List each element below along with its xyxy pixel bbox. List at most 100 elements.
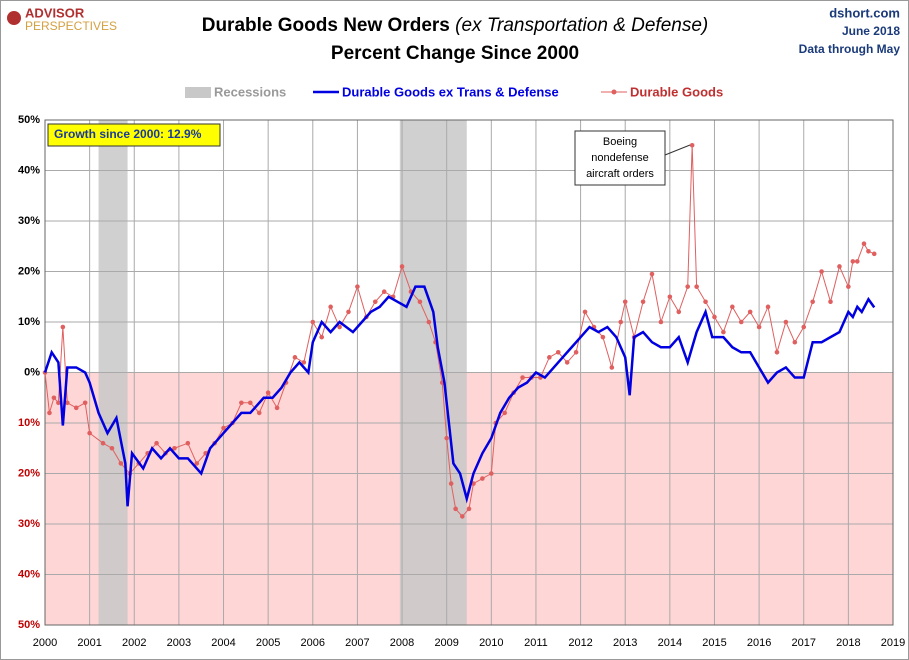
legend-label: Durable Goods ex Trans & Defense <box>342 84 559 99</box>
point <box>466 506 472 512</box>
point <box>555 350 561 355</box>
point <box>756 324 762 330</box>
point <box>649 271 655 277</box>
point <box>256 410 262 416</box>
point <box>87 430 92 436</box>
point <box>172 445 177 451</box>
point <box>109 445 115 451</box>
point <box>609 365 615 370</box>
point <box>372 299 378 305</box>
point <box>861 241 867 247</box>
y-tick-label: 10% <box>18 417 40 429</box>
y-tick-label: 20% <box>18 467 40 479</box>
source: Data through May <box>799 42 901 56</box>
point <box>730 304 735 310</box>
x-tick-label: 2006 <box>301 637 325 649</box>
point <box>51 395 57 401</box>
brand: ADVISOR <box>25 5 85 20</box>
y-tick-label: 30% <box>18 518 40 530</box>
point <box>82 400 88 406</box>
x-tick-label: 2013 <box>613 637 637 649</box>
x-tick-label: 2014 <box>658 637 682 649</box>
point <box>854 259 860 264</box>
subtitle: Percent Change Since 2000 <box>331 43 579 64</box>
annotation-box <box>574 130 666 186</box>
logo-icon <box>7 11 21 25</box>
x-tick-label: 2005 <box>256 637 280 649</box>
point <box>426 319 432 325</box>
point <box>703 299 708 305</box>
point <box>355 284 360 289</box>
point <box>65 400 70 406</box>
x-tick-label: 2011 <box>524 637 548 649</box>
point <box>453 506 458 512</box>
point <box>60 324 66 330</box>
point <box>573 350 579 355</box>
brand: PERSPECTIVES <box>25 19 117 33</box>
point <box>640 299 646 305</box>
title: Durable Goods New Orders <box>202 15 450 36</box>
x-tick-label: 2008 <box>390 637 414 649</box>
x-tick-label: 2012 <box>568 637 592 649</box>
legend-swatch <box>185 87 211 98</box>
point <box>792 339 798 345</box>
source: June 2018 <box>842 24 900 38</box>
point <box>685 284 690 289</box>
y-tick-label: 40% <box>18 164 40 176</box>
point <box>738 319 744 325</box>
x-tick-label: 2004 <box>211 637 235 649</box>
point <box>444 435 449 441</box>
point <box>747 309 753 315</box>
point <box>871 251 877 257</box>
point <box>801 324 807 330</box>
chart-title: Durable Goods New Orders (ex Transportat… <box>202 15 709 36</box>
point <box>721 329 726 335</box>
point <box>381 289 387 295</box>
x-tick-label: 2015 <box>702 637 726 649</box>
point <box>866 249 871 254</box>
point <box>274 405 280 411</box>
point <box>582 309 588 315</box>
point <box>248 400 253 406</box>
point <box>783 319 789 325</box>
point <box>694 284 699 289</box>
annotation: nondefense <box>591 152 649 164</box>
point <box>850 259 856 264</box>
x-tick-label: 2000 <box>33 637 57 649</box>
annotation: aircraft orders <box>586 168 654 180</box>
point <box>265 390 271 396</box>
point <box>600 334 606 340</box>
point <box>292 355 298 360</box>
point <box>489 471 494 476</box>
point <box>154 440 159 446</box>
x-tick-label: 2019 <box>881 637 905 649</box>
x-tick-label: 2018 <box>836 637 860 649</box>
point <box>100 440 106 446</box>
y-tick-label: 40% <box>18 568 40 580</box>
point <box>118 461 124 466</box>
legend-label: Recessions <box>214 84 286 99</box>
point <box>667 294 673 300</box>
series-line <box>43 285 876 507</box>
point <box>310 319 316 325</box>
point <box>346 309 351 315</box>
x-tick-label: 2007 <box>345 637 369 649</box>
point <box>622 299 628 305</box>
point <box>480 476 485 481</box>
callout-line <box>664 144 691 156</box>
point <box>837 264 842 269</box>
point <box>194 461 200 466</box>
point <box>520 375 525 380</box>
negative-zone <box>45 372 893 625</box>
point <box>658 319 664 325</box>
point <box>712 314 717 320</box>
point <box>337 324 342 330</box>
point <box>676 309 682 315</box>
point <box>689 142 695 148</box>
point <box>239 400 244 406</box>
y-tick-label: 10% <box>18 316 40 328</box>
point <box>547 355 552 360</box>
point <box>319 334 325 340</box>
y-tick-label: 30% <box>18 215 40 227</box>
